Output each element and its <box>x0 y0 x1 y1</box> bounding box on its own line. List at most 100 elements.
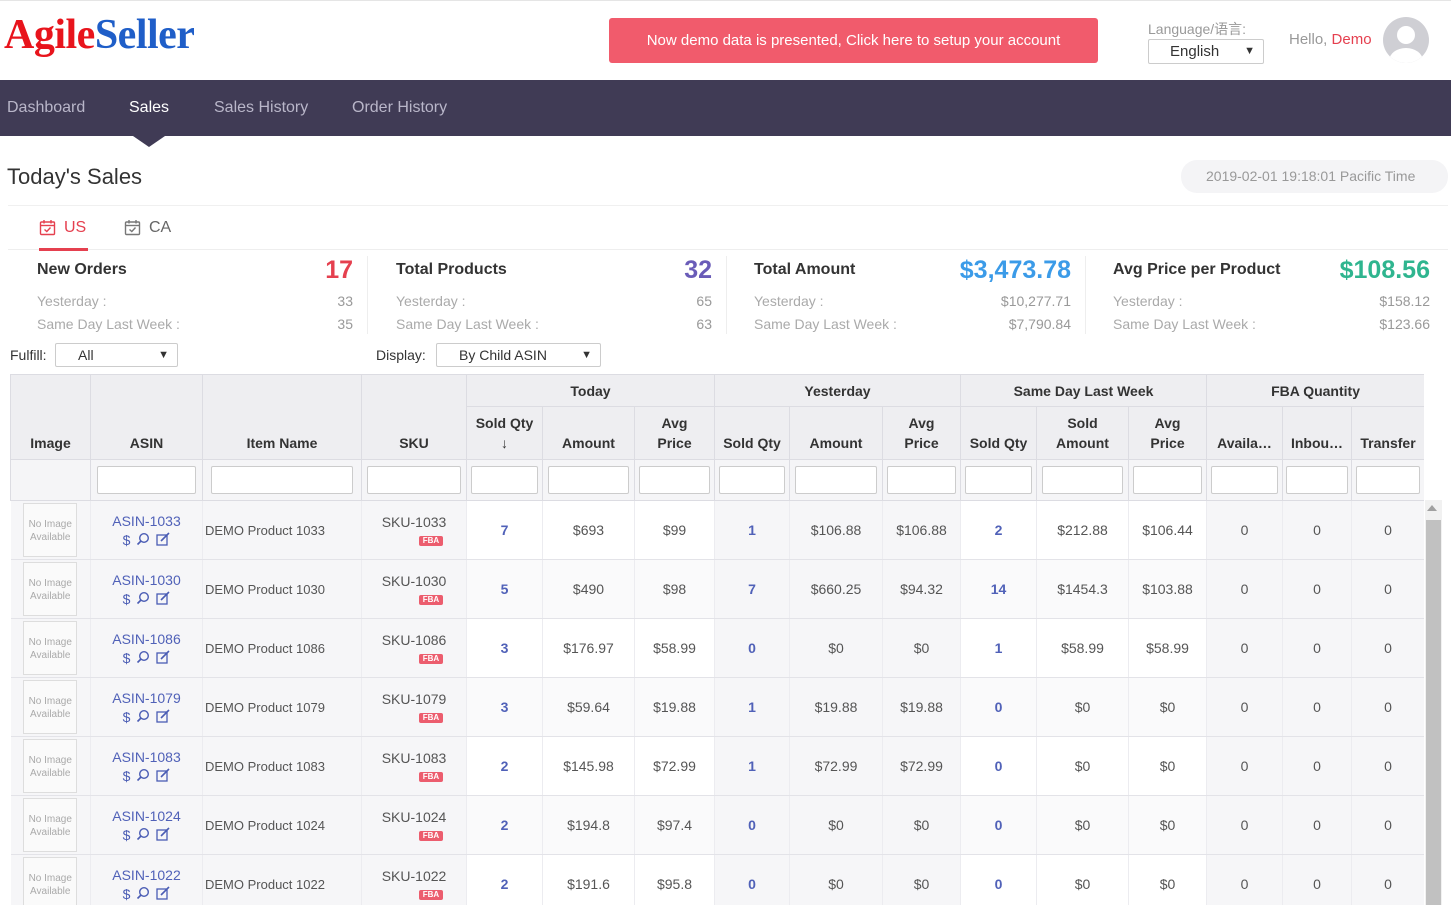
lastweek-sold-qty[interactable]: 1 <box>994 640 1003 656</box>
filter-inbound-input[interactable] <box>1286 466 1348 494</box>
edit-icon[interactable] <box>156 649 170 666</box>
yesterday-sold-qty[interactable]: 0 <box>748 640 756 656</box>
yesterday-sold-qty[interactable]: 7 <box>748 581 756 597</box>
filter-today-avg-input[interactable] <box>638 466 711 494</box>
search-icon[interactable] <box>136 768 150 784</box>
scroll-up-icon[interactable] <box>1427 505 1437 511</box>
asin-link[interactable]: ASIN-1022 <box>112 866 181 883</box>
tab-us[interactable]: US <box>39 205 89 251</box>
lastweek-avg-price: $0 <box>1128 854 1208 905</box>
yesterday-sold-qty[interactable]: 1 <box>748 758 756 774</box>
col-lastweek-sold-amount[interactable]: Sold Amount <box>1036 406 1129 460</box>
edit-icon[interactable] <box>156 590 170 607</box>
filter-available-input[interactable] <box>1210 466 1279 494</box>
search-icon[interactable] <box>136 886 150 902</box>
language-select[interactable]: English ▼ <box>1148 39 1264 64</box>
nav-sales-history[interactable]: Sales History <box>214 99 309 116</box>
today-sold-qty[interactable]: 2 <box>500 876 509 892</box>
filter-yesterday-avg-input[interactable] <box>886 466 957 494</box>
col-fba-transfer[interactable]: Transfer <box>1351 406 1424 460</box>
scrollbar-thumb[interactable] <box>1426 520 1441 905</box>
filter-lastweek-qty-input[interactable] <box>964 466 1033 494</box>
col-fba-available[interactable]: Availa… <box>1206 406 1284 460</box>
nav-sales[interactable]: Sales <box>129 99 170 116</box>
search-icon[interactable] <box>136 709 150 725</box>
display-select[interactable]: By Child ASIN ▼ <box>436 343 601 367</box>
col-fba-inbound[interactable]: Inbou… <box>1282 406 1353 460</box>
filter-item-name-input[interactable] <box>210 466 354 494</box>
fba-inbound: 0 <box>1282 795 1353 855</box>
setup-account-banner[interactable]: Now demo data is presented, Click here t… <box>609 18 1098 63</box>
dollar-icon[interactable]: $ <box>122 767 131 784</box>
col-today-amount[interactable]: Amount <box>542 406 635 460</box>
caret-down-icon: ▼ <box>1244 45 1255 57</box>
col-yesterday-amount[interactable]: Amount <box>789 406 883 460</box>
dollar-icon[interactable]: $ <box>122 826 131 843</box>
today-sold-qty[interactable]: 2 <box>500 758 509 774</box>
filter-today-amount-input[interactable] <box>547 466 630 494</box>
asin-link[interactable]: ASIN-1033 <box>112 512 181 529</box>
today-sold-qty[interactable]: 3 <box>500 640 509 656</box>
search-icon[interactable] <box>136 650 150 666</box>
tab-ca[interactable]: CA <box>124 205 171 250</box>
today-sold-qty[interactable]: 7 <box>500 522 509 538</box>
lastweek-sold-qty[interactable]: 0 <box>994 817 1003 833</box>
yesterday-sold-qty[interactable]: 1 <box>748 522 756 538</box>
lastweek-sold-qty[interactable]: 0 <box>994 876 1003 892</box>
filter-today-qty-input[interactable] <box>470 466 539 494</box>
filter-yesterday-qty-input[interactable] <box>718 466 786 494</box>
dollar-icon[interactable]: $ <box>122 649 131 666</box>
asin-link[interactable]: ASIN-1030 <box>112 571 181 588</box>
search-icon[interactable] <box>136 591 150 607</box>
edit-icon[interactable] <box>156 708 170 725</box>
dollar-icon[interactable]: $ <box>122 885 131 902</box>
dollar-icon[interactable]: $ <box>122 531 131 548</box>
yesterday-sold-qty[interactable]: 0 <box>748 876 756 892</box>
dollar-icon[interactable]: $ <box>122 708 131 725</box>
today-sold-qty[interactable]: 5 <box>500 581 509 597</box>
col-item-name[interactable]: Item Name <box>202 374 362 460</box>
dollar-icon[interactable]: $ <box>122 590 131 607</box>
nav-dashboard[interactable]: Dashboard <box>7 99 86 116</box>
yesterday-sold-qty[interactable]: 0 <box>748 817 756 833</box>
nav-order-history[interactable]: Order History <box>352 99 448 116</box>
col-today-sold-qty[interactable]: Sold Qty ↓ <box>466 406 543 460</box>
col-yesterday-avg-price[interactable]: Avg Price <box>882 406 961 460</box>
user-avatar-icon[interactable] <box>1383 17 1429 63</box>
col-sku[interactable]: SKU <box>361 374 467 460</box>
yesterday-sold-qty[interactable]: 1 <box>748 699 756 715</box>
filter-sku-input[interactable] <box>367 466 461 494</box>
stat-new-orders: New Orders 17 Yesterday :33 Same Day Las… <box>37 256 353 332</box>
col-today-avg-price[interactable]: Avg Price <box>634 406 715 460</box>
filter-transfer-input[interactable] <box>1355 466 1421 494</box>
asin-link[interactable]: ASIN-1083 <box>112 748 181 765</box>
edit-icon[interactable] <box>156 531 170 548</box>
col-yesterday-sold-qty[interactable]: Sold Qty <box>714 406 790 460</box>
asin-link[interactable]: ASIN-1024 <box>112 807 181 824</box>
col-asin[interactable]: ASIN <box>90 374 203 460</box>
edit-icon[interactable] <box>156 826 170 843</box>
fulfill-select[interactable]: All ▼ <box>55 343 178 367</box>
lastweek-sold-qty[interactable]: 0 <box>994 699 1003 715</box>
edit-icon[interactable] <box>156 767 170 784</box>
filter-lastweek-avg-input[interactable] <box>1132 466 1203 494</box>
today-sold-qty[interactable]: 2 <box>500 817 509 833</box>
lastweek-sold-qty[interactable]: 14 <box>990 581 1007 597</box>
today-sold-qty[interactable]: 3 <box>500 699 509 715</box>
search-icon[interactable] <box>136 827 150 843</box>
today-amount: $176.97 <box>542 618 635 678</box>
user-name-link[interactable]: Demo <box>1331 31 1372 48</box>
logo[interactable]: AgileSeller <box>4 12 195 58</box>
col-lastweek-sold-qty[interactable]: Sold Qty <box>960 406 1037 460</box>
filter-asin-input[interactable] <box>96 466 197 494</box>
yesterday-amount: $660.25 <box>789 559 883 619</box>
col-lastweek-avg-price[interactable]: Avg Price <box>1127 406 1208 460</box>
search-icon[interactable] <box>136 532 150 548</box>
asin-link[interactable]: ASIN-1086 <box>112 630 181 647</box>
lastweek-sold-qty[interactable]: 0 <box>994 758 1003 774</box>
edit-icon[interactable] <box>156 885 170 902</box>
lastweek-sold-qty[interactable]: 2 <box>994 522 1003 538</box>
filter-yesterday-amount-input[interactable] <box>794 466 878 494</box>
filter-lastweek-amount-input[interactable] <box>1041 466 1124 494</box>
asin-link[interactable]: ASIN-1079 <box>112 689 181 706</box>
